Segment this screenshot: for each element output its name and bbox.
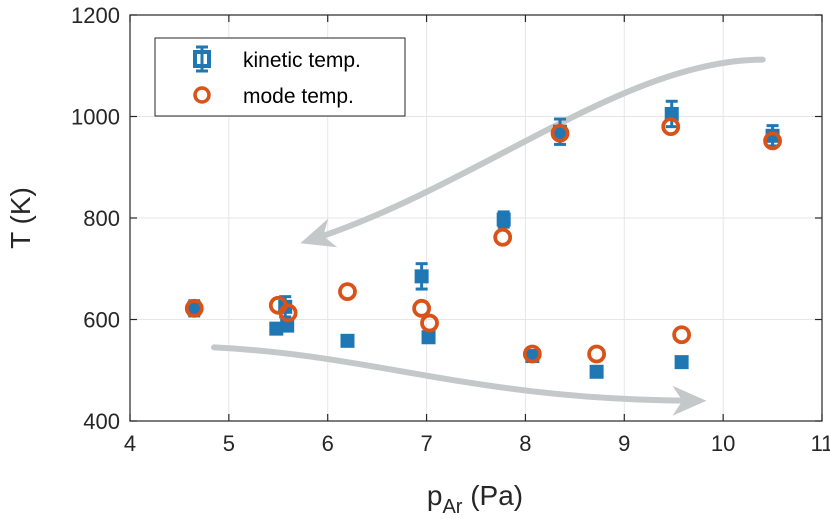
mode-temp-point [493, 227, 513, 247]
y-tick-label: 400 [83, 409, 120, 434]
trend-arrow-head-2 [672, 385, 707, 416]
trend-arrow-head-1 [300, 218, 338, 248]
kinetic-temp-marker [421, 330, 436, 345]
legend-marker-mode [193, 86, 211, 104]
kinetic-temp-marker [674, 355, 689, 370]
y-tick-label: 600 [83, 308, 120, 333]
x-axis-title-unit: (Pa) [462, 480, 523, 511]
mode-temp-point [661, 117, 681, 137]
mode-temp-point [420, 313, 439, 333]
kinetic-temp-marker [340, 333, 355, 348]
y-tick-label: 1200 [71, 3, 120, 28]
x-axis-title-subscript: Ar [442, 496, 462, 518]
kinetic-temp-point [340, 333, 355, 348]
mode-temp-point [522, 344, 542, 364]
legend-marker-kinetic [193, 45, 211, 73]
trend-arrows [211, 56, 766, 416]
mode-temp-point [338, 282, 357, 301]
mode-temp-point [587, 344, 607, 364]
kinetic-temp-point [414, 262, 429, 291]
y-tick-labels: 400 600 800 1000 1200 [71, 3, 120, 434]
mode-temp-point [184, 298, 204, 318]
kinetic-temp-marker [589, 364, 604, 379]
x-tick-label: 5 [223, 431, 235, 456]
x-tick-label: 10 [711, 431, 735, 456]
mode-temp-point [763, 131, 782, 151]
x-tick-label: 9 [618, 431, 630, 456]
mode-temp-point [412, 298, 432, 318]
x-tick-label: 8 [519, 431, 531, 456]
y-tick-label: 800 [83, 206, 120, 231]
legend: kinetic temp. mode temp. [154, 37, 406, 117]
kinetic-temp-point [421, 330, 436, 345]
kinetic-temp-point [589, 364, 604, 379]
x-tick-label: 11 [811, 431, 830, 456]
kinetic-temp-marker [496, 212, 511, 227]
y-tick-label: 1000 [71, 105, 120, 130]
x-axis-title-main: p [427, 480, 443, 511]
series-mode-temp [184, 117, 782, 364]
x-axis-title: pAr (Pa) [427, 480, 523, 518]
data-points [184, 99, 782, 379]
x-tick-label: 6 [322, 431, 334, 456]
mode-temp-point [550, 123, 570, 143]
x-tick-labels: 4 5 6 7 8 9 10 11 [124, 431, 830, 456]
legend-label-kinetic: kinetic temp. [243, 49, 361, 72]
kinetic-temp-point [664, 99, 679, 129]
kinetic-temp-point [496, 210, 511, 229]
x-tick-label: 4 [124, 431, 136, 456]
mode-temp-point [672, 325, 692, 345]
trend-arrow-2 [211, 344, 702, 404]
axis-ticks [129, 14, 823, 422]
kinetic-temp-point [674, 355, 689, 370]
mode-temp-point [278, 303, 298, 323]
x-tick-label: 7 [420, 431, 432, 456]
kinetic-temp-marker [414, 269, 429, 284]
y-axis-title: T (K) [5, 187, 36, 249]
legend-label-mode: mode temp. [243, 85, 354, 108]
trend-arrow-1 [304, 56, 766, 244]
